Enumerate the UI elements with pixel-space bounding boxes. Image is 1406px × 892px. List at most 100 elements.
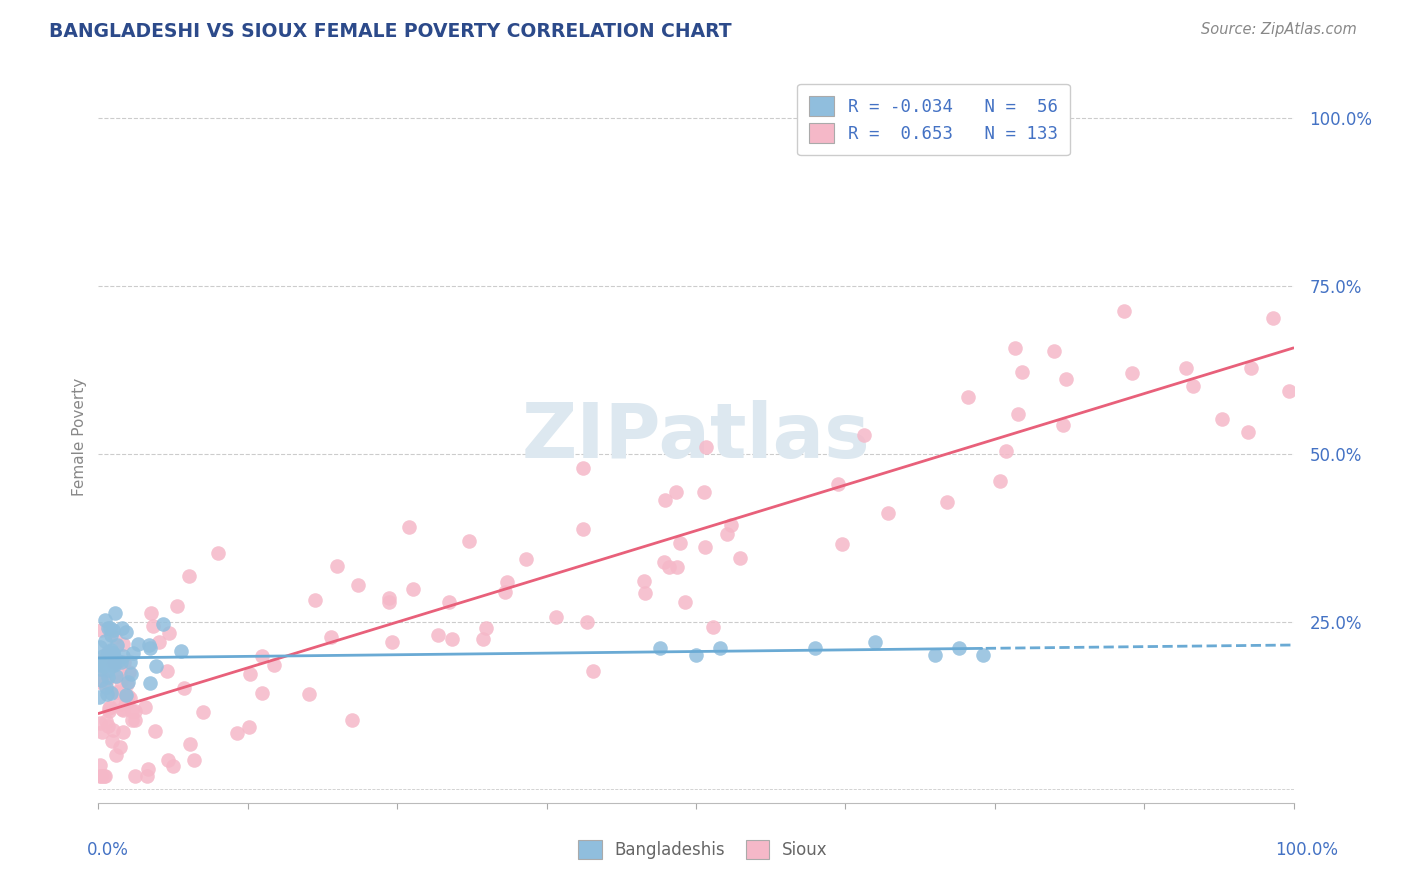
Point bbox=[93, 673, 115, 688]
Point bbox=[693, 485, 716, 500]
Point bbox=[665, 485, 688, 500]
Point bbox=[853, 427, 876, 442]
Point bbox=[93, 659, 115, 673]
Point bbox=[94, 681, 117, 695]
Point bbox=[298, 687, 321, 701]
Point bbox=[91, 676, 114, 690]
Point bbox=[97, 645, 120, 659]
Point bbox=[238, 720, 260, 734]
Point bbox=[342, 713, 364, 727]
Point bbox=[685, 648, 707, 662]
Point bbox=[100, 657, 122, 672]
Point bbox=[471, 632, 494, 646]
Point bbox=[117, 690, 139, 704]
Point bbox=[496, 575, 519, 590]
Point bbox=[114, 625, 136, 640]
Point bbox=[90, 769, 112, 783]
Point bbox=[936, 495, 959, 509]
Point bbox=[108, 698, 131, 712]
Point bbox=[100, 686, 122, 700]
Point bbox=[117, 675, 139, 690]
Point bbox=[121, 704, 143, 718]
Point bbox=[101, 734, 124, 748]
Point bbox=[207, 545, 229, 559]
Point bbox=[142, 619, 165, 633]
Point bbox=[474, 620, 496, 634]
Point bbox=[437, 594, 460, 608]
Point bbox=[107, 654, 129, 668]
Point bbox=[93, 653, 115, 667]
Point bbox=[139, 675, 162, 690]
Point bbox=[156, 753, 179, 767]
Point bbox=[121, 714, 143, 728]
Point bbox=[90, 623, 112, 637]
Legend: Bangladeshis, Sioux: Bangladeshis, Sioux bbox=[569, 831, 837, 868]
Point bbox=[120, 666, 142, 681]
Point bbox=[115, 695, 138, 709]
Point bbox=[89, 757, 111, 772]
Point bbox=[97, 664, 120, 678]
Point bbox=[136, 769, 159, 783]
Point bbox=[89, 640, 111, 654]
Point bbox=[89, 654, 111, 668]
Point bbox=[97, 719, 120, 733]
Point bbox=[1278, 384, 1301, 399]
Point bbox=[1211, 412, 1233, 426]
Point bbox=[139, 641, 162, 656]
Point bbox=[716, 527, 738, 541]
Point bbox=[572, 522, 595, 536]
Point bbox=[101, 656, 124, 670]
Point bbox=[440, 632, 463, 647]
Point bbox=[652, 555, 675, 569]
Point bbox=[89, 657, 111, 672]
Point bbox=[321, 631, 343, 645]
Point bbox=[972, 648, 994, 662]
Point bbox=[250, 648, 273, 663]
Point bbox=[124, 704, 146, 718]
Point bbox=[114, 655, 136, 669]
Point bbox=[544, 610, 567, 624]
Point bbox=[104, 747, 127, 762]
Point bbox=[93, 769, 115, 783]
Point bbox=[124, 713, 146, 727]
Point bbox=[97, 621, 120, 635]
Point bbox=[804, 641, 827, 656]
Point bbox=[136, 762, 159, 776]
Point bbox=[103, 647, 125, 661]
Point bbox=[572, 461, 595, 475]
Point bbox=[103, 657, 125, 672]
Point bbox=[728, 550, 751, 565]
Point bbox=[1007, 408, 1029, 422]
Point bbox=[115, 688, 138, 702]
Point bbox=[1054, 371, 1077, 385]
Point bbox=[1240, 361, 1263, 376]
Point bbox=[104, 685, 127, 699]
Point bbox=[90, 673, 112, 687]
Point bbox=[118, 690, 141, 705]
Point bbox=[145, 659, 167, 673]
Point bbox=[1175, 361, 1198, 376]
Point bbox=[103, 658, 125, 673]
Point bbox=[633, 574, 655, 588]
Point bbox=[346, 577, 368, 591]
Point bbox=[101, 723, 124, 738]
Point bbox=[458, 533, 481, 548]
Point bbox=[702, 620, 724, 634]
Point bbox=[107, 684, 129, 698]
Point bbox=[1121, 366, 1143, 380]
Text: BANGLADESHI VS SIOUX FEMALE POVERTY CORRELATION CHART: BANGLADESHI VS SIOUX FEMALE POVERTY CORR… bbox=[49, 22, 733, 41]
Point bbox=[111, 621, 134, 635]
Point bbox=[97, 654, 120, 668]
Point bbox=[988, 474, 1011, 488]
Point bbox=[648, 641, 672, 656]
Text: 100.0%: 100.0% bbox=[1275, 840, 1339, 858]
Point bbox=[695, 440, 717, 454]
Point bbox=[831, 537, 853, 551]
Y-axis label: Female Poverty: Female Poverty bbox=[72, 378, 87, 496]
Point bbox=[377, 591, 399, 605]
Point bbox=[96, 673, 118, 688]
Point bbox=[1236, 425, 1258, 440]
Point bbox=[103, 646, 125, 660]
Point bbox=[957, 390, 980, 404]
Point bbox=[494, 584, 516, 599]
